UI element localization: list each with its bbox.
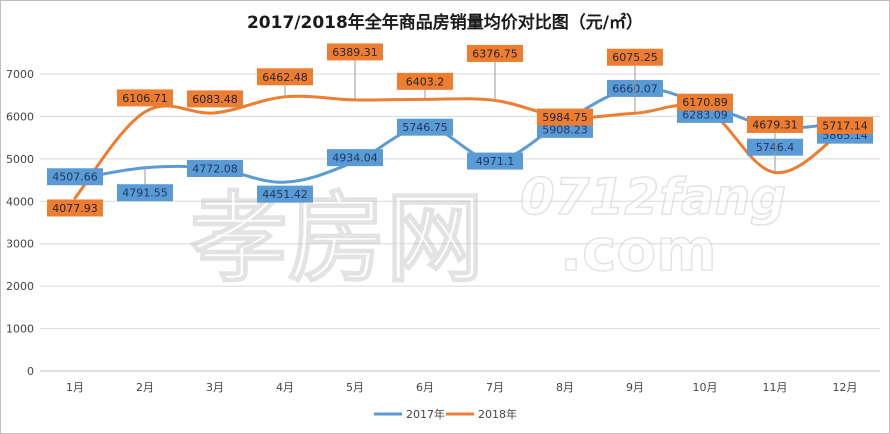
y-tick-label: 5000 [6, 153, 34, 166]
y-tick-label: 1000 [6, 323, 34, 336]
y-tick-label: 4000 [6, 195, 34, 208]
data-label-box [817, 116, 873, 134]
data-label: 6389.31 [332, 46, 378, 59]
data-label: 6106.71 [122, 92, 168, 105]
x-tick-label: 7月 [486, 381, 504, 394]
x-tick-label: 8月 [556, 381, 574, 394]
data-label: 4934.04 [332, 152, 378, 165]
data-label-layer: 4507.66 4791.55 4772.08 4451.42 4934.04 5746.… [47, 43, 873, 217]
data-label-box [327, 149, 383, 167]
data-label-box [257, 185, 313, 203]
data-label-box [187, 90, 243, 108]
data-label: 6083.48 [192, 93, 238, 106]
y-tick-label: 6000 [6, 110, 34, 123]
x-tick-label: 2月 [136, 381, 154, 394]
x-tick-label: 12月 [833, 381, 858, 394]
series-line-1 [73, 94, 847, 200]
x-axis-ticks: 1月 2月 3月 4月 5月 6月 7月 8月 9月 10月 11月 12月 [66, 381, 858, 394]
watermark-brand: 孝房网 [190, 182, 484, 296]
data-label-box [467, 152, 523, 170]
data-label: 4772.08 [192, 163, 238, 176]
data-label-box [397, 72, 453, 90]
data-label-box [257, 68, 313, 86]
y-tick-label: 7000 [6, 68, 34, 81]
x-tick-label: 5月 [346, 381, 364, 394]
x-tick-label: 3月 [206, 381, 224, 394]
data-label: 4679.31 [752, 118, 798, 131]
y-tick-label: 0 [27, 365, 34, 378]
legend-label: 2018年 [478, 407, 517, 421]
data-label-box [467, 44, 523, 62]
data-label: 5984.75 [542, 111, 588, 124]
watermark-domain: .com [560, 216, 717, 284]
data-label: 6170.89 [682, 96, 728, 109]
legend-label: 2017年 [406, 407, 445, 421]
data-label: 4451.42 [262, 188, 308, 201]
data-label-box [327, 43, 383, 61]
data-label: 6376.75 [472, 47, 518, 60]
data-label-box [47, 168, 103, 186]
data-label: 4791.55 [122, 187, 168, 200]
watermark-url: 0712fang [520, 168, 786, 226]
data-label: 5746.75 [402, 121, 448, 134]
data-label: 6403.2 [406, 75, 445, 88]
data-label: 6075.25 [612, 51, 658, 64]
data-label: 4077.93 [52, 202, 98, 215]
data-label: 5717.14 [822, 119, 868, 132]
x-tick-label: 1月 [66, 381, 84, 394]
y-axis-ticks: 0 1000 2000 3000 4000 5000 6000 7000 [6, 68, 34, 378]
data-label: 6283.09 [682, 108, 728, 121]
x-tick-label: 9月 [626, 381, 644, 394]
x-tick-label: 10月 [693, 381, 718, 394]
data-label-box [537, 108, 593, 126]
data-label-box [747, 115, 803, 133]
data-label: 6462.48 [262, 71, 308, 84]
y-tick-label: 3000 [6, 238, 34, 251]
chart-title: 2017/2018年全年商品房销量均价对比图（元/㎡） [246, 13, 644, 33]
data-label-box [187, 160, 243, 178]
data-label-box [47, 199, 103, 217]
data-label-box [117, 89, 173, 107]
legend: 2017年 2018年 [374, 407, 517, 421]
data-label: 5908.23 [542, 123, 588, 136]
watermark: 孝房网 0712fang .com [189, 167, 787, 297]
data-label-box [397, 118, 453, 136]
data-label-box [607, 48, 663, 66]
data-label-box [677, 93, 733, 111]
data-label: 4507.66 [52, 171, 98, 184]
x-tick-label: 6月 [416, 381, 434, 394]
data-label-box [117, 184, 173, 202]
data-label: 4971.1 [476, 155, 515, 168]
y-tick-label: 2000 [6, 280, 34, 293]
x-tick-label: 4月 [276, 381, 294, 394]
x-tick-label: 11月 [763, 381, 788, 394]
